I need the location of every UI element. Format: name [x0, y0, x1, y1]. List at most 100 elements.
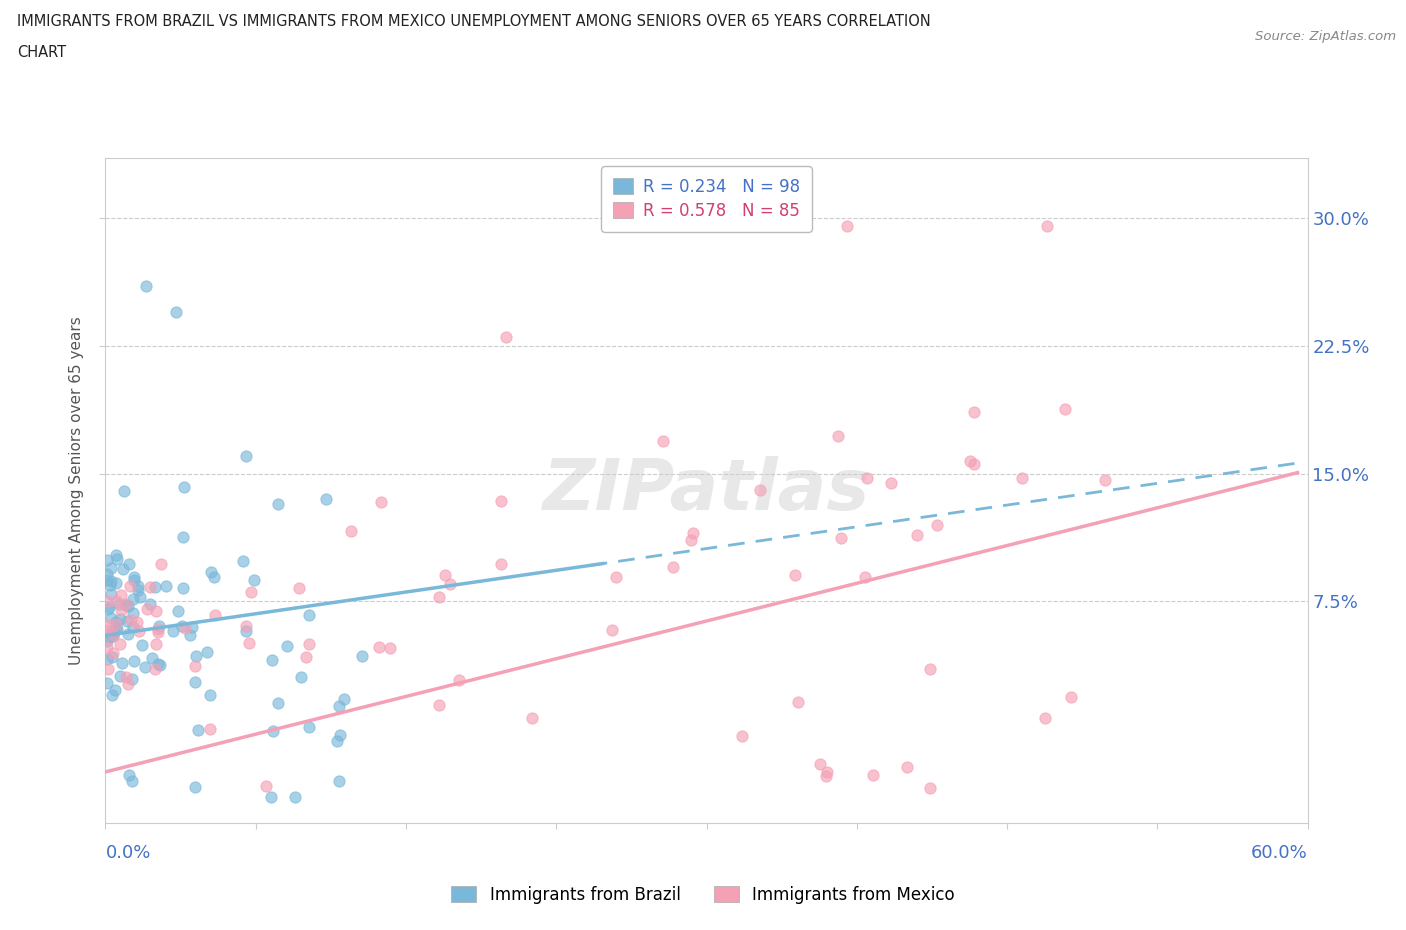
Point — [114, 670, 136, 684]
Point — [254, 778, 277, 793]
Point — [880, 476, 903, 491]
Point — [679, 533, 702, 548]
Point — [262, 724, 284, 738]
Point — [600, 622, 623, 637]
Point — [97, 618, 120, 633]
Text: 0.0%: 0.0% — [105, 844, 150, 862]
Point — [378, 641, 401, 656]
Point — [108, 637, 131, 652]
Point — [135, 279, 157, 294]
Point — [118, 578, 141, 593]
Point — [172, 580, 194, 595]
Text: Source: ZipAtlas.com: Source: ZipAtlas.com — [1256, 30, 1396, 43]
Point — [662, 559, 685, 574]
Point — [104, 683, 127, 698]
Point — [108, 597, 131, 612]
Point — [96, 573, 118, 588]
Point — [179, 628, 201, 643]
Point — [200, 722, 222, 737]
Point — [120, 613, 142, 628]
Point — [787, 695, 810, 710]
Point — [166, 604, 188, 618]
Point — [830, 530, 852, 545]
Point — [110, 612, 132, 627]
Point — [235, 624, 257, 639]
Point — [204, 607, 226, 622]
Point — [108, 669, 131, 684]
Point — [112, 484, 135, 498]
Point — [162, 623, 184, 638]
Point — [96, 651, 118, 666]
Point — [352, 648, 374, 663]
Point — [605, 569, 627, 584]
Point — [184, 648, 207, 663]
Point — [100, 561, 122, 576]
Point — [260, 653, 283, 668]
Point — [183, 659, 205, 674]
Point — [115, 596, 138, 611]
Legend: Immigrants from Brazil, Immigrants from Mexico: Immigrants from Brazil, Immigrants from … — [443, 878, 963, 912]
Point — [121, 774, 143, 789]
Point — [111, 562, 134, 577]
Point — [181, 619, 204, 634]
Point — [139, 596, 162, 611]
Point — [295, 649, 318, 664]
Point — [97, 630, 120, 644]
Point — [124, 653, 146, 668]
Point — [155, 578, 177, 593]
Point — [115, 614, 138, 629]
Text: IMMIGRANTS FROM BRAZIL VS IMMIGRANTS FROM MEXICO UNEMPLOYMENT AMONG SENIORS OVER: IMMIGRANTS FROM BRAZIL VS IMMIGRANTS FRO… — [17, 14, 931, 29]
Point — [200, 565, 222, 579]
Point — [105, 622, 128, 637]
Point — [1011, 471, 1033, 485]
Point — [333, 691, 356, 706]
Point — [96, 640, 118, 655]
Point — [329, 728, 352, 743]
Point — [896, 760, 918, 775]
Point — [1094, 472, 1116, 487]
Point — [118, 767, 141, 782]
Point — [195, 644, 218, 659]
Point — [110, 588, 132, 603]
Point — [298, 637, 321, 652]
Point — [117, 627, 139, 642]
Point — [260, 789, 283, 804]
Point — [96, 566, 118, 581]
Point — [135, 601, 157, 616]
Point — [808, 757, 831, 772]
Point — [101, 628, 124, 643]
Point — [131, 638, 153, 653]
Point — [284, 790, 307, 804]
Point — [127, 578, 149, 593]
Point — [814, 768, 837, 783]
Point — [105, 576, 128, 591]
Legend: R = 0.234   N = 98, R = 0.578   N = 85: R = 0.234 N = 98, R = 0.578 N = 85 — [602, 166, 811, 232]
Point — [427, 590, 450, 604]
Point — [243, 573, 266, 588]
Point — [315, 492, 337, 507]
Point — [165, 304, 187, 319]
Point — [148, 618, 170, 633]
Point — [200, 688, 222, 703]
Point — [146, 621, 169, 636]
Point — [817, 764, 839, 779]
Point — [122, 619, 145, 634]
Point — [105, 551, 128, 566]
Point — [682, 525, 704, 540]
Point — [439, 577, 461, 591]
Point — [520, 711, 543, 725]
Point — [749, 483, 772, 498]
Point — [105, 620, 128, 635]
Point — [96, 552, 118, 567]
Point — [328, 698, 350, 713]
Point — [1036, 219, 1059, 233]
Point — [129, 590, 152, 604]
Point — [117, 598, 139, 613]
Point — [125, 615, 148, 630]
Point — [918, 781, 941, 796]
Point — [427, 698, 450, 713]
Point — [235, 618, 257, 633]
Point — [959, 454, 981, 469]
Point — [731, 729, 754, 744]
Point — [134, 659, 156, 674]
